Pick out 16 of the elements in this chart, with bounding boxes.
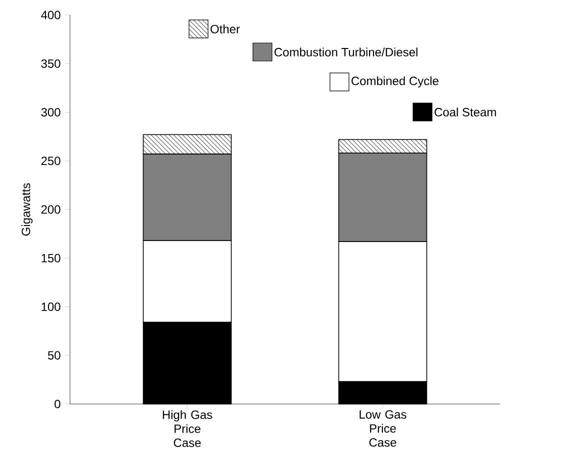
legend-label: Combustion Turbine/Diesel [274,48,418,56]
y-tick-label: 50 [48,351,60,360]
legend-label: Coal Steam [434,108,496,116]
x-tick-label: High Gas Price Case [162,410,212,448]
y-tick-label: 250 [41,156,60,166]
y-tick-label: 0 [54,400,60,408]
y-axis-title: Gigawatts [21,183,33,236]
y-tick-label: 350 [41,59,60,68]
x-tick-label: Low Gas Price Case [360,410,406,447]
legend-label: Other [210,24,240,34]
y-tick-label: 400 [41,10,60,20]
y-tick-label: 300 [41,108,60,117]
y-tick-label: 200 [41,205,60,214]
y-tick-label: 150 [42,254,60,262]
legend-label: Combined Cycle [352,76,438,88]
y-tick-label: 100 [42,302,60,312]
